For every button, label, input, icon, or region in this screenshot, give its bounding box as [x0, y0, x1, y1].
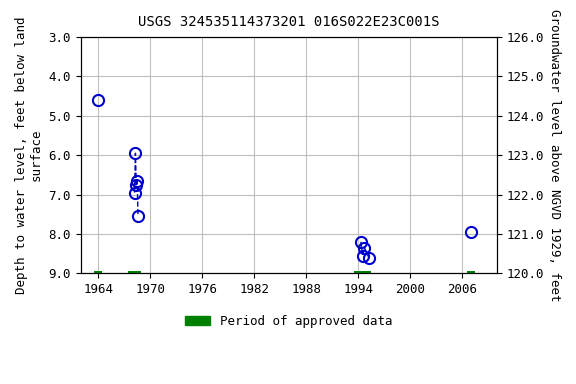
- Bar: [94, 271, 103, 276]
- Y-axis label: Groundwater level above NGVD 1929, feet: Groundwater level above NGVD 1929, feet: [548, 9, 561, 301]
- Legend: Period of approved data: Period of approved data: [180, 310, 397, 333]
- Bar: [128, 271, 142, 276]
- Bar: [354, 271, 372, 276]
- Y-axis label: Depth to water level, feet below land
surface: Depth to water level, feet below land su…: [15, 17, 43, 294]
- Bar: [467, 271, 475, 276]
- Title: USGS 324535114373201 016S022E23C001S: USGS 324535114373201 016S022E23C001S: [138, 15, 439, 29]
